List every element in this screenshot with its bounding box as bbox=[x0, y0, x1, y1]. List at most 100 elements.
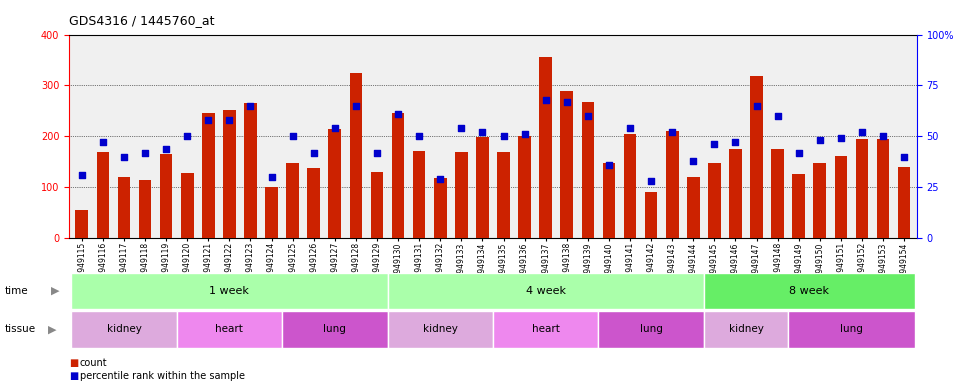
Point bbox=[348, 103, 364, 109]
Bar bbox=[898, 167, 910, 238]
Text: ■: ■ bbox=[69, 371, 79, 381]
Text: kidney: kidney bbox=[422, 324, 458, 334]
Point bbox=[391, 111, 406, 117]
Bar bbox=[750, 76, 763, 238]
Bar bbox=[708, 163, 721, 238]
Bar bbox=[788, 311, 915, 348]
Bar bbox=[497, 152, 510, 238]
Bar bbox=[413, 151, 425, 238]
Text: tissue: tissue bbox=[5, 324, 36, 334]
Bar bbox=[704, 311, 788, 348]
Bar bbox=[561, 91, 573, 238]
Text: 8 week: 8 week bbox=[789, 286, 829, 296]
Text: heart: heart bbox=[532, 324, 560, 334]
Point bbox=[433, 176, 448, 182]
Bar bbox=[813, 163, 827, 238]
Point bbox=[412, 133, 427, 139]
Bar bbox=[704, 273, 915, 309]
Bar bbox=[730, 149, 742, 238]
Text: heart: heart bbox=[215, 324, 243, 334]
Point bbox=[791, 149, 806, 156]
Bar bbox=[582, 102, 594, 238]
Point bbox=[854, 129, 870, 135]
Point bbox=[812, 137, 828, 144]
Text: count: count bbox=[80, 358, 108, 368]
Bar bbox=[645, 192, 658, 238]
Text: ▶: ▶ bbox=[51, 286, 60, 296]
Bar bbox=[223, 110, 236, 238]
Point bbox=[516, 131, 532, 137]
Text: ▶: ▶ bbox=[48, 324, 57, 334]
Point bbox=[876, 133, 891, 139]
Bar bbox=[371, 172, 383, 238]
Point bbox=[74, 172, 89, 178]
Bar bbox=[855, 139, 868, 238]
Bar bbox=[76, 210, 88, 238]
Point bbox=[158, 146, 174, 152]
Bar bbox=[392, 113, 404, 238]
Bar bbox=[493, 311, 598, 348]
Point bbox=[116, 154, 132, 160]
Point bbox=[306, 149, 322, 156]
Bar bbox=[603, 163, 615, 238]
Text: ■: ■ bbox=[69, 358, 79, 368]
Bar bbox=[307, 168, 320, 238]
Point bbox=[222, 117, 237, 123]
Point bbox=[95, 139, 110, 146]
Point bbox=[728, 139, 743, 146]
Text: lung: lung bbox=[840, 324, 863, 334]
Bar bbox=[771, 149, 784, 238]
Point bbox=[601, 162, 616, 168]
Bar bbox=[244, 103, 256, 238]
Bar bbox=[265, 187, 277, 238]
Point bbox=[685, 158, 701, 164]
Point bbox=[770, 113, 785, 119]
Bar bbox=[159, 154, 173, 238]
Bar bbox=[328, 129, 341, 238]
Bar bbox=[792, 174, 805, 238]
Bar bbox=[286, 163, 299, 238]
Bar bbox=[687, 177, 700, 238]
Point bbox=[180, 133, 195, 139]
Point bbox=[475, 129, 491, 135]
Point bbox=[370, 149, 385, 156]
Point bbox=[664, 129, 680, 135]
Bar bbox=[202, 113, 215, 238]
Bar bbox=[180, 173, 194, 238]
Bar bbox=[388, 311, 493, 348]
Bar bbox=[540, 58, 552, 238]
Bar bbox=[876, 139, 889, 238]
Bar bbox=[388, 273, 704, 309]
Bar bbox=[138, 180, 152, 238]
Text: lung: lung bbox=[324, 324, 347, 334]
Point bbox=[707, 141, 722, 147]
Point bbox=[264, 174, 279, 180]
Text: percentile rank within the sample: percentile rank within the sample bbox=[80, 371, 245, 381]
Text: kidney: kidney bbox=[729, 324, 763, 334]
Bar bbox=[455, 152, 468, 238]
Text: time: time bbox=[5, 286, 29, 296]
Point bbox=[243, 103, 258, 109]
Point bbox=[285, 133, 300, 139]
Point bbox=[897, 154, 912, 160]
Bar bbox=[282, 311, 388, 348]
Point bbox=[201, 117, 216, 123]
Bar bbox=[518, 136, 531, 238]
Point bbox=[833, 135, 849, 141]
Text: lung: lung bbox=[639, 324, 662, 334]
Point bbox=[327, 125, 343, 131]
Text: 4 week: 4 week bbox=[526, 286, 565, 296]
Point bbox=[495, 133, 511, 139]
Text: kidney: kidney bbox=[107, 324, 141, 334]
Bar bbox=[476, 137, 489, 238]
Bar bbox=[624, 134, 636, 238]
Bar bbox=[177, 311, 282, 348]
Bar bbox=[118, 177, 131, 238]
Point bbox=[137, 149, 153, 156]
Bar bbox=[71, 311, 177, 348]
Point bbox=[580, 113, 595, 119]
Point bbox=[749, 103, 764, 109]
Point bbox=[622, 125, 637, 131]
Text: 1 week: 1 week bbox=[209, 286, 250, 296]
Point bbox=[643, 178, 659, 184]
